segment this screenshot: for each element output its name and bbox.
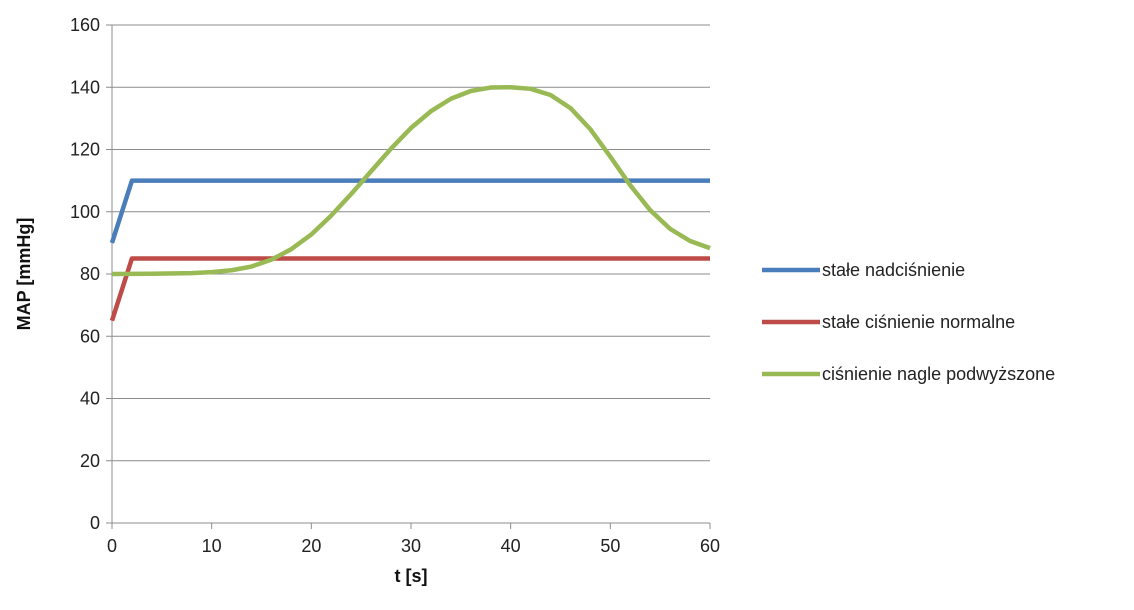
x-tick-label: 30 xyxy=(401,536,421,556)
y-tick-label: 100 xyxy=(70,202,100,222)
x-tick-labels: 0 10 20 30 40 50 60 xyxy=(107,536,720,556)
y-axis-label: MAP [mmHg] xyxy=(14,218,34,331)
series-line-2 xyxy=(109,256,710,322)
series-line-1 xyxy=(109,178,710,244)
series-line-3 xyxy=(111,85,711,277)
x-axis-label: t [s] xyxy=(395,566,428,586)
x-tick-label: 60 xyxy=(700,536,720,556)
y-tick-label: 0 xyxy=(90,513,100,533)
x-tick-label: 0 xyxy=(107,536,117,556)
series-lines xyxy=(109,85,711,322)
y-tick-label: 140 xyxy=(70,77,100,97)
x-tick-label: 10 xyxy=(202,536,222,556)
legend-label-2: stałe ciśnienie normalne xyxy=(822,312,1015,332)
x-tick-label: 20 xyxy=(301,536,321,556)
y-tick-label: 80 xyxy=(80,264,100,284)
y-tick-label: 20 xyxy=(80,451,100,471)
gridlines xyxy=(112,24,710,462)
y-tick-labels: 0 20 40 60 80 100 120 140 160 xyxy=(70,15,100,533)
y-tick-label: 40 xyxy=(80,389,100,409)
legend: stałe nadciśnienie stałe ciśnienie normal… xyxy=(762,260,1055,384)
legend-label-3: ciśnienie nagle podwyższone xyxy=(822,364,1055,384)
axes xyxy=(106,24,711,529)
x-tick-label: 50 xyxy=(600,536,620,556)
y-tick-label: 120 xyxy=(70,140,100,160)
legend-label-1: stałe nadciśnienie xyxy=(822,260,965,280)
y-tick-label: 160 xyxy=(70,15,100,35)
y-tick-label: 60 xyxy=(80,326,100,346)
x-tick-label: 40 xyxy=(501,536,521,556)
